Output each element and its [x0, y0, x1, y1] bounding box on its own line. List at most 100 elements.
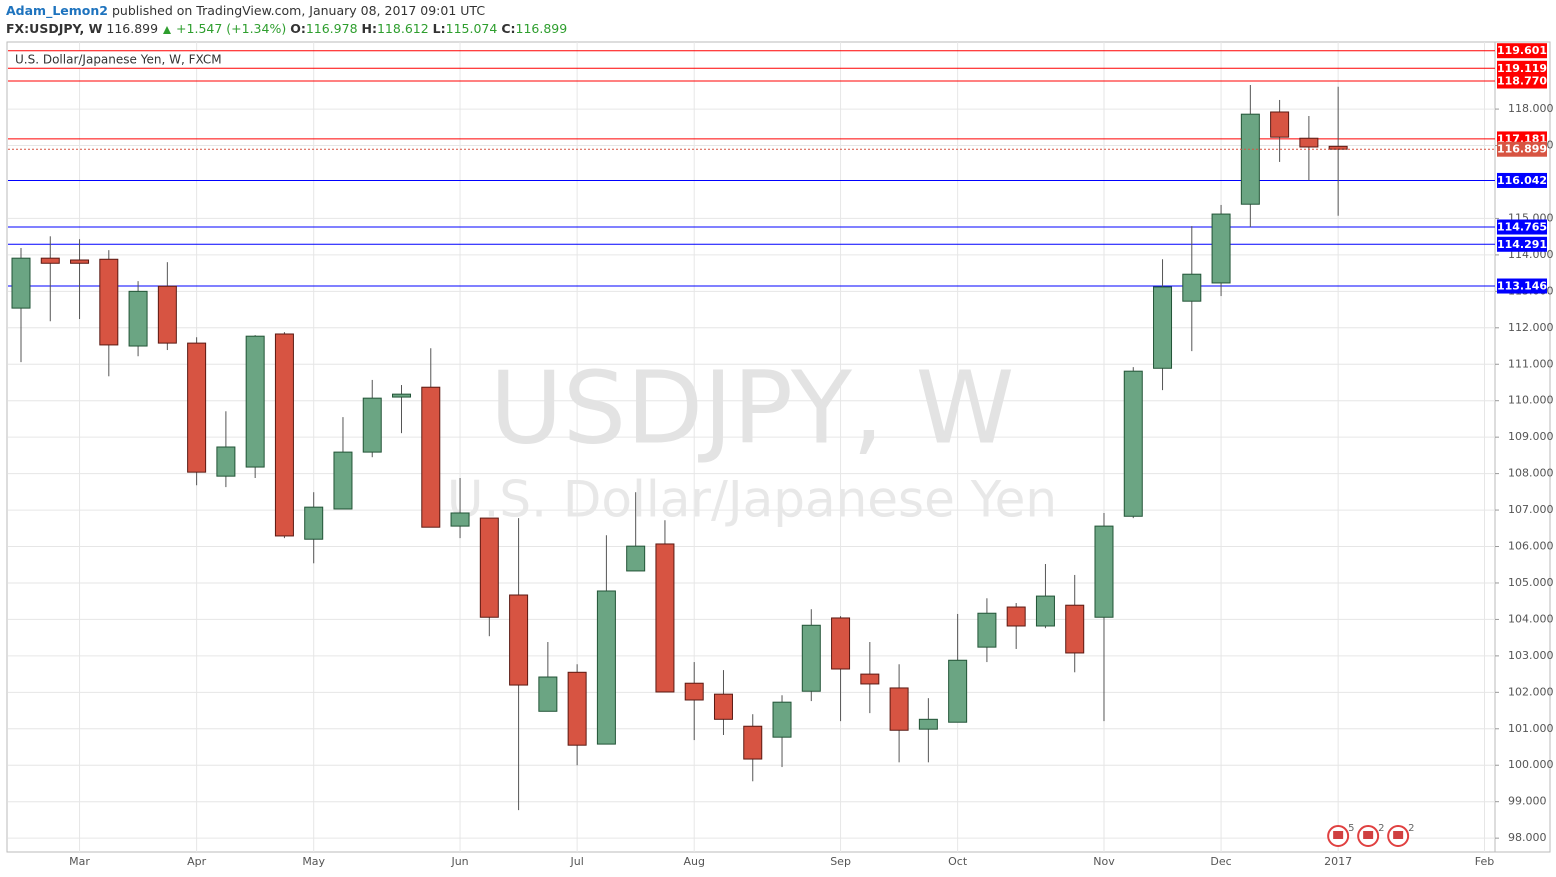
symbol: FX:USDJPY, W [6, 21, 103, 36]
y-tick-label: 98.000 [1508, 831, 1547, 844]
author-link[interactable]: Adam_Lemon2 [6, 3, 108, 18]
candle-body [1123, 370, 1143, 517]
price-label-bg [1497, 172, 1547, 188]
chart-frame [6, 41, 1551, 853]
up-arrow [163, 25, 172, 34]
x-tick-label: Mar [69, 855, 90, 868]
candle-body [1270, 111, 1290, 138]
candle-body [245, 335, 265, 468]
candle-body [1182, 273, 1202, 302]
price-label-bg [1497, 141, 1547, 157]
x-tick-label: Nov [1093, 855, 1115, 868]
x-tick-label: 2017 [1324, 855, 1352, 868]
x-tick-label: Dec [1210, 855, 1231, 868]
candle-body [392, 393, 412, 398]
subtitle: U.S. Dollar/Japanese Yen, W, FXCM [15, 53, 222, 67]
watermark: USDJPY, W [490, 349, 1015, 466]
y-tick-label: 107.000 [1508, 503, 1554, 516]
x-tick-label: Feb [1475, 855, 1494, 868]
candle-body [304, 506, 324, 540]
subtitle-bg [8, 51, 233, 69]
candle-body [128, 290, 148, 347]
price-label-bg [1497, 73, 1547, 89]
candle-body [538, 676, 558, 712]
candle-body [216, 446, 236, 477]
candle-body [1035, 595, 1055, 627]
candle-body [860, 673, 880, 685]
candle-body [274, 333, 294, 537]
candle-body [567, 671, 587, 746]
ohlc-value: 116.899 [515, 21, 568, 36]
candle-body [831, 617, 851, 670]
candle-body [187, 342, 207, 473]
header: Adam_Lemon2 published on TradingView.com… [6, 2, 571, 38]
ohlc-key: C: [501, 21, 516, 36]
price-label-bg [1497, 60, 1547, 76]
candle-body [977, 612, 997, 648]
candle-body [333, 451, 353, 510]
candle-body [11, 257, 31, 309]
x-tick-label: Sep [830, 855, 851, 868]
y-tick-label: 100.000 [1508, 758, 1554, 771]
y-tick-label: 105.000 [1508, 576, 1554, 589]
header-line: FX:USDJPY, W 116.899 +1.547 (+1.34%) O:1… [6, 20, 571, 38]
candle-body [1211, 213, 1231, 284]
y-tick-label: 112.000 [1508, 321, 1554, 334]
candle-body [1299, 137, 1319, 148]
price-label: 118.770 [1497, 75, 1547, 88]
y-tick-label: 111.000 [1508, 357, 1554, 370]
x-tick-label: Jul [569, 855, 583, 868]
candle-body [889, 687, 909, 731]
y-tick-label: 102.000 [1508, 685, 1554, 698]
candle-body [362, 397, 382, 453]
ohlc-value: 118.612 [376, 21, 429, 36]
ohlc-value: 116.978 [305, 21, 358, 36]
ohlc-value: 115.074 [445, 21, 498, 36]
price-label: 113.146 [1497, 280, 1547, 293]
y-tick-label: 109.000 [1508, 430, 1554, 443]
ohlc-key: H: [361, 21, 377, 36]
candle-body [626, 545, 646, 572]
price-label-bg [1497, 278, 1547, 294]
price-label-bg [1497, 219, 1547, 235]
candle-body [801, 624, 821, 692]
event-flag [1333, 831, 1344, 839]
candle-body [596, 590, 616, 745]
candle-body [157, 285, 177, 344]
candle-body [99, 258, 119, 346]
last-price: 116.899 [106, 21, 159, 36]
price-label: 114.291 [1497, 238, 1547, 251]
candle-body [1094, 525, 1114, 618]
event-flag [1393, 831, 1404, 839]
published: published on TradingView.com, January 08… [111, 3, 486, 18]
event-flag [1363, 831, 1374, 839]
ohlc-key: O: [290, 21, 306, 36]
y-tick-label: 110.000 [1508, 394, 1554, 407]
ohlc: O:116.978 H:118.612 L:115.074 C:116.899 [290, 21, 571, 36]
candle-body [1153, 286, 1173, 369]
candle-body [684, 682, 704, 701]
price-label: 116.042 [1497, 174, 1547, 187]
price-label-bg [1497, 236, 1547, 252]
event-count: 2 [1408, 823, 1414, 834]
candle-body [743, 725, 763, 760]
y-tick-label: 104.000 [1508, 612, 1554, 625]
candle-body [509, 594, 529, 686]
y-tick-label: 106.000 [1508, 540, 1554, 553]
candle-body [70, 259, 90, 264]
price-label: 114.765 [1497, 221, 1547, 234]
watermark: U.S. Dollar/Japanese Yen [447, 471, 1057, 529]
price-label: 119.601 [1497, 44, 1547, 57]
candle-body [479, 517, 499, 618]
y-tick-label: 108.000 [1508, 467, 1554, 480]
candle-body [450, 512, 470, 527]
price-label-bg [1497, 43, 1547, 59]
y-tick-label: 118.000 [1508, 102, 1554, 115]
candle-body [948, 659, 968, 723]
event-count: 2 [1378, 823, 1384, 834]
candle-body [421, 386, 441, 528]
header-line: Adam_Lemon2 published on TradingView.com… [6, 2, 571, 20]
candle-body [655, 543, 675, 693]
